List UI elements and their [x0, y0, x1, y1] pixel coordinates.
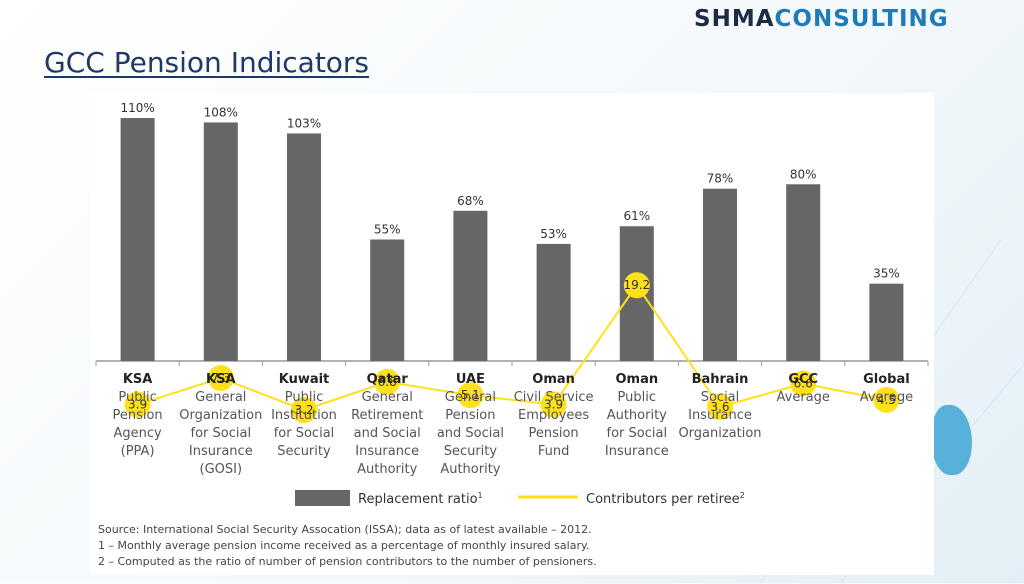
logo-part-2: CONSULTING — [774, 6, 949, 32]
chart-panel: 110% 108% 103% 55% 68% 53% 61% 78% 80% 35% 3.9 7.3 3… — [90, 93, 934, 575]
bar — [536, 243, 571, 361]
category-label: Civil Service — [514, 390, 594, 405]
category-label: Social — [701, 390, 740, 405]
line-value-label: 7.3 — [211, 371, 230, 385]
category-label: Pension — [112, 408, 162, 423]
line-value-label: 3.2 — [294, 403, 313, 417]
line-point — [540, 391, 567, 418]
line-value-label: 3.6 — [710, 400, 729, 414]
logo: SHMACONSULTING — [694, 6, 949, 32]
category-label: Pension — [445, 408, 495, 423]
chart: 110% 108% 103% 55% 68% 53% 61% 78% 80% 35% 3.9 7.3 3… — [95, 101, 929, 507]
category-label: Institution — [271, 408, 337, 423]
category-label: Authority — [607, 408, 667, 423]
category-label: Public — [285, 390, 323, 405]
line-value-label: 6.6 — [794, 376, 813, 390]
line-point — [207, 365, 234, 392]
category-label: Pension — [528, 426, 578, 441]
line-point — [707, 393, 733, 420]
category-label: UAE — [456, 372, 485, 387]
bar-value-label: 55% — [374, 223, 401, 237]
category-label: General — [445, 390, 496, 405]
source-note: Source: International Social Security As… — [98, 523, 592, 536]
category-label: Kuwait — [279, 372, 330, 387]
category-label: Public — [618, 390, 656, 405]
bar — [203, 122, 238, 361]
category-label: for Social — [607, 426, 668, 441]
line-point — [873, 386, 900, 413]
bar-value-label: 110% — [120, 101, 154, 115]
category-label: Global — [863, 372, 910, 387]
category-label: GCC — [788, 372, 818, 387]
bar — [869, 283, 904, 361]
category-label: (PPA) — [121, 444, 155, 459]
category-label: and Social — [354, 426, 421, 441]
legend-label-bars: Replacement ratio1 — [358, 491, 483, 507]
logo-part-1: SHMA — [694, 6, 775, 32]
category-label: Average — [860, 390, 913, 405]
bar — [370, 239, 405, 361]
bar-value-label: 78% — [707, 172, 734, 186]
line-value-label: 3.9 — [128, 398, 147, 412]
bar-value-label: 61% — [623, 209, 650, 223]
category-label: Employees — [518, 408, 589, 423]
legend-swatch-bars — [295, 490, 350, 506]
bar — [453, 210, 488, 361]
line-point — [374, 368, 401, 395]
category-label: Retirement — [351, 408, 423, 423]
bar — [786, 184, 821, 361]
category-label: Fund — [538, 444, 570, 459]
category-label: Insurance — [605, 444, 669, 459]
category-label: Public — [118, 390, 156, 405]
category-label: (GOSI) — [200, 462, 243, 477]
bar-value-label: 68% — [457, 194, 484, 208]
category-label: Agency — [113, 426, 162, 441]
category-label: Security — [277, 444, 331, 459]
footnote-2: 2 – Computed as the ratio of number of p… — [98, 555, 597, 568]
category-label: Average — [777, 390, 830, 405]
category-label: for Social — [274, 426, 335, 441]
bar — [120, 118, 155, 361]
line-value-label: 19.2 — [623, 278, 650, 292]
category-label: Qatar — [367, 372, 409, 387]
category-label: KSA — [123, 372, 153, 387]
line-value-label: 3.9 — [544, 398, 563, 412]
bar-value-label: 53% — [540, 227, 567, 241]
map-graphic — [932, 405, 972, 475]
bar-value-label: 108% — [204, 105, 238, 119]
category-label: Security — [444, 444, 498, 459]
line-value-label: 6.8 — [378, 375, 397, 389]
line-value-label: 4.5 — [877, 393, 896, 407]
category-label: Insurance — [189, 444, 253, 459]
line-point — [457, 382, 484, 409]
category-label: Authority — [440, 462, 500, 477]
footnote-1: 1 – Monthly average pension income recei… — [98, 539, 590, 552]
legend-label-line: Contributors per retiree2 — [586, 491, 745, 507]
category-label: Authority — [357, 462, 417, 477]
line-point — [623, 272, 650, 299]
bar-value-label: 35% — [873, 267, 900, 281]
category-label: and Social — [437, 426, 504, 441]
category-label: General — [195, 390, 246, 405]
bar-value-label: 80% — [790, 167, 817, 181]
page-title: GCC Pension Indicators — [44, 46, 370, 79]
bar-value-label: 103% — [287, 116, 321, 130]
bar — [287, 133, 321, 361]
bar — [703, 188, 737, 361]
category-label: for Social — [191, 426, 252, 441]
line-point — [790, 370, 817, 397]
category-label: Insurance — [355, 444, 419, 459]
category-label: General — [362, 390, 413, 405]
line-value-label: 5.1 — [461, 388, 480, 402]
category-label: Oman — [615, 372, 658, 387]
line-point — [291, 397, 317, 423]
contributors-line — [137, 283, 887, 412]
category-label: Organization — [678, 426, 761, 441]
category-label: Oman — [532, 372, 575, 387]
category-label: Bahrain — [692, 372, 749, 387]
category-label: Organization — [179, 408, 262, 423]
category-label: Insurance — [688, 408, 752, 423]
category-label: KSA — [206, 372, 236, 387]
line-point — [124, 391, 151, 418]
